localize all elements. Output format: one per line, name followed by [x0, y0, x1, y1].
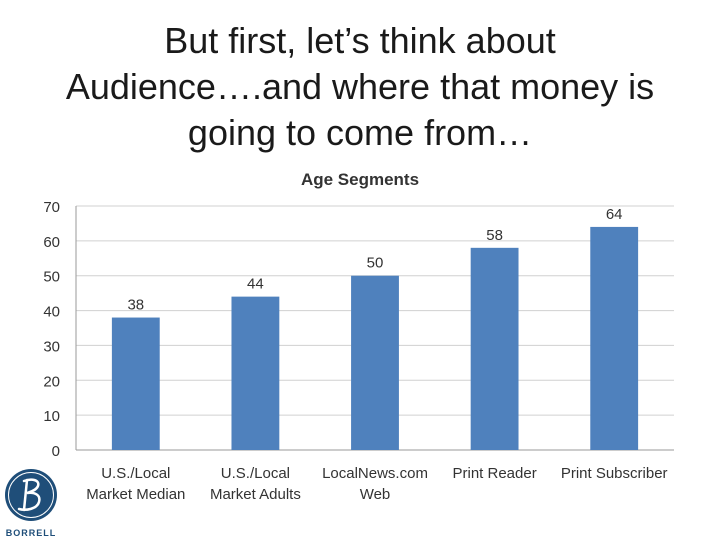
y-axis-ticks: 0 10 20 30 40 50 60 70	[43, 199, 60, 460]
logo-text: BORRELL	[6, 528, 57, 538]
y-tick-label: 30	[43, 338, 60, 355]
slide-title: But first, let’s think about Audience….a…	[20, 18, 700, 156]
data-label: 50	[367, 255, 384, 272]
slide-title-line-3: going to come from…	[187, 112, 533, 153]
x-tick-label: U.S./Local Market Adults	[210, 465, 301, 503]
y-tick-label: 40	[43, 304, 60, 321]
y-tick-label: 20	[43, 373, 60, 390]
data-label: 38	[127, 297, 144, 314]
bar	[111, 317, 160, 450]
y-tick-label: 70	[43, 199, 60, 216]
bars	[111, 226, 639, 450]
y-tick-label: 0	[52, 443, 60, 460]
x-tick-label: LocalNews.com Web	[322, 465, 428, 503]
x-axis-labels: U.S./Local Market Median U.S./Local Market …	[86, 465, 667, 503]
borrell-logo-mark: BORRELL	[5, 469, 57, 538]
data-labels: 38 44 50 58 64	[127, 206, 622, 314]
x-tick-label: Print Reader	[452, 465, 536, 482]
x-tick-label: Print Subscriber	[561, 465, 668, 482]
bar	[351, 275, 399, 450]
data-label: 44	[247, 276, 264, 293]
data-label: 64	[606, 206, 623, 223]
data-label: 58	[486, 227, 503, 244]
x-tick-label: U.S./Local Market Median	[86, 465, 185, 503]
borrell-logo: BORRELL	[2, 466, 64, 540]
chart-title: Age Segments	[301, 170, 419, 189]
y-tick-label: 50	[43, 269, 60, 286]
slide-title-line-1: But first, let’s think about	[164, 20, 556, 61]
slide-title-line-2: Audience….and where that money is	[65, 66, 655, 107]
y-tick-label: 60	[43, 234, 60, 251]
bar	[470, 247, 519, 450]
bar	[590, 226, 639, 450]
y-tick-label: 10	[43, 408, 60, 425]
bar	[231, 296, 280, 450]
